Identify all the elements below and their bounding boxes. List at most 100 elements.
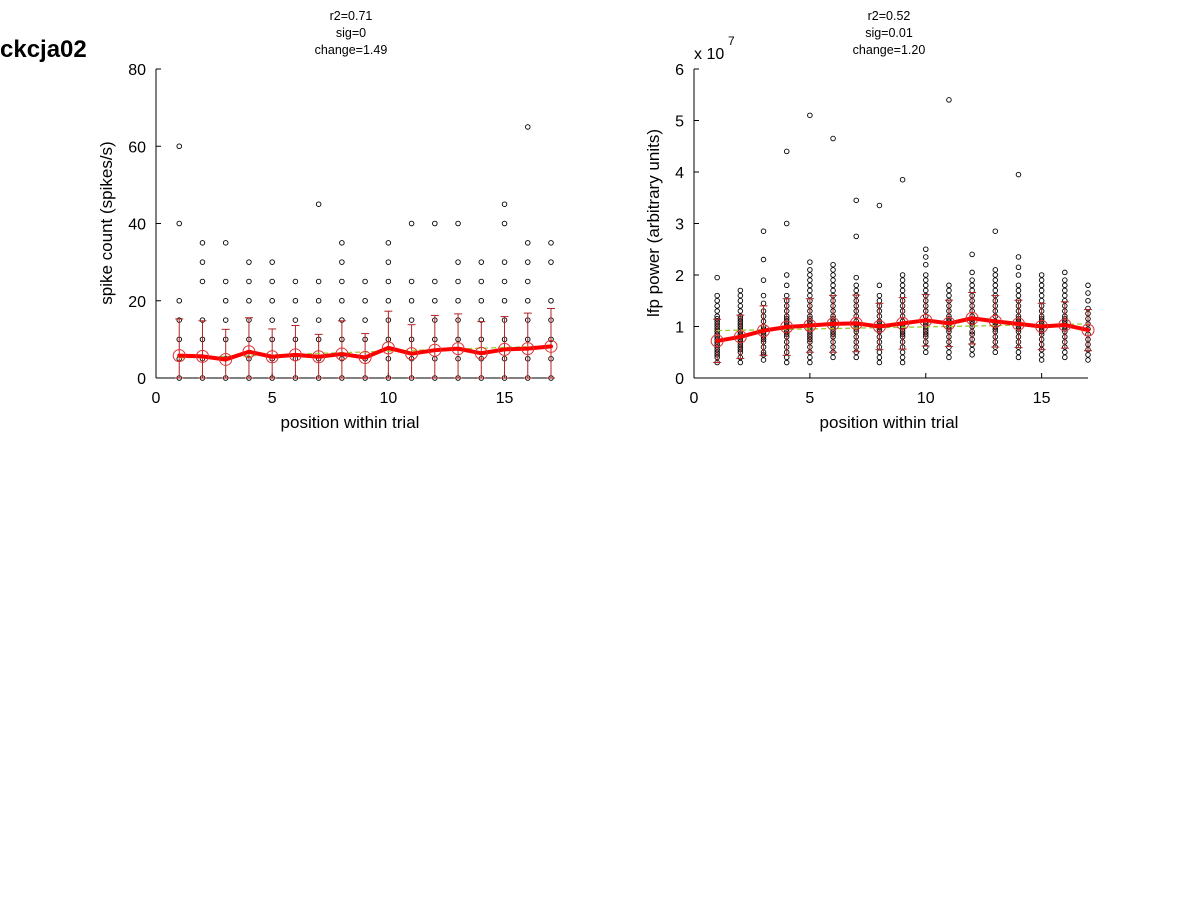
data-point [269,259,275,265]
data-point [992,287,999,294]
data-point [899,354,906,361]
data-point [292,317,299,323]
data-point [807,287,813,294]
mean-marker [872,320,886,333]
data-point [830,287,836,294]
data-point [969,346,975,353]
data-point [807,359,813,366]
data-point [176,298,182,304]
data-point [315,201,322,207]
data-point [737,303,744,309]
data-point [199,278,206,285]
data-point [830,261,836,268]
data-point [269,278,275,285]
mean-marker [381,341,395,355]
data-point [1015,171,1022,178]
mean-marker [544,339,558,353]
data-point [1062,292,1068,299]
data-point [853,274,859,281]
data-point [339,240,345,246]
data-point [525,278,531,285]
mean-line [177,344,553,362]
data-point [899,272,906,278]
x-axis-label: position within trial [281,413,420,432]
y-tick-label: 80 [128,62,146,79]
data-point [292,278,299,285]
data-point [1085,298,1091,304]
data-point [807,112,813,119]
data-point [501,298,508,304]
spike-count-panel: r2=0.71 sig=0 change=1.49 position withi… [97,9,558,432]
data-point [1085,357,1091,363]
data-point [899,176,906,183]
data-point [783,282,790,289]
data-point [199,259,206,265]
mean-marker [803,318,817,332]
data-point [501,259,508,265]
data-point [222,298,229,304]
data-point [946,354,952,361]
data-point [1038,352,1045,358]
x-tick-label: 15 [1033,390,1051,407]
data-point [432,278,438,285]
y-tick-label: 4 [675,165,684,182]
data-point [385,240,392,246]
data-point [1015,254,1022,260]
data-point [923,349,929,356]
data-point [339,278,345,285]
data-point [737,308,744,314]
data-point [853,287,859,294]
mean-marker [780,320,794,334]
mean-marker [988,314,1002,328]
data-point [853,282,859,289]
data-point [760,277,767,283]
x-tick-label: 5 [268,390,277,407]
y-axis-exponent-base: x 10 [694,46,724,63]
data-point [760,256,767,263]
data-point [783,292,790,299]
data-point [525,240,531,246]
data-point [408,298,415,304]
mean-marker [733,330,747,344]
data-point [525,259,531,265]
data-point [339,259,345,265]
data-point [737,298,744,304]
data-point [1038,292,1045,299]
mean-marker [896,316,910,330]
data-point [876,359,883,366]
mean-marker [1081,323,1095,337]
data-point [1038,287,1045,294]
data-point [246,298,252,304]
mean-marker [1035,320,1049,333]
data-point [923,282,929,289]
data-point [714,313,720,319]
panel-title-sig: sig=0 [336,26,366,40]
data-point [714,292,720,299]
data-point [501,201,508,207]
data-point [830,282,836,289]
mean-marker [312,350,326,364]
data-point [899,359,906,366]
mean-marker [474,346,488,360]
data-point [807,292,813,299]
data-point [362,298,368,304]
data-point [737,359,744,366]
data-point [807,267,813,273]
mean-marker [195,349,209,363]
data-point [362,278,368,285]
data-point [1038,277,1045,283]
data-point [432,298,438,304]
data-point [548,259,554,265]
data-point [992,267,999,273]
data-point [807,354,813,361]
data-point [292,298,299,304]
data-point [876,354,883,361]
x-tick-label: 5 [805,390,814,407]
x-axis-label: position within trial [820,413,959,432]
data-point [760,228,767,234]
panel-title-sig: sig=0.01 [865,26,913,40]
data-point [432,220,438,227]
mean-marker [919,313,933,327]
mean-marker [1011,317,1025,331]
data-point [478,298,485,304]
